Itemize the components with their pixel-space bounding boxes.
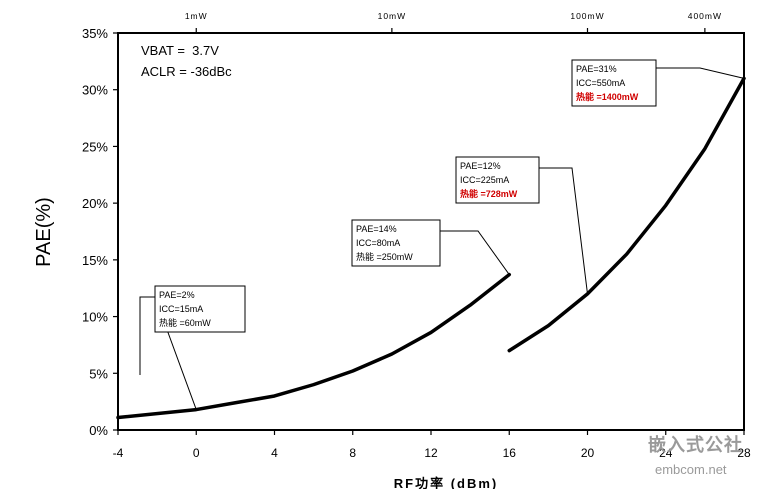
y-tick-label: 0% (89, 423, 108, 438)
series-group (116, 76, 746, 420)
annotation-line: 热能 =250mW (356, 251, 413, 262)
y-axis: 0% 5% 10% 15% 20% 25% 30% 35% (82, 26, 118, 438)
x-tick-label: 0 (193, 446, 200, 460)
y-tick-label: 10% (82, 310, 108, 325)
condition-vbat: VBAT = 3.7V (141, 43, 219, 58)
x-tick-label: 20 (581, 446, 595, 460)
annotation-box (154, 285, 246, 333)
annotation-line: ICC=80mA (356, 238, 400, 248)
annotation-line: PAE=31% (576, 64, 617, 74)
annotation-box (351, 219, 441, 267)
x-axis: -4 0 4 8 12 16 20 24 28 (113, 430, 751, 460)
watermark-cn: 嵌入式公社 (648, 434, 743, 456)
x-tick-label: 24 (659, 446, 673, 460)
annotation-leader (139, 296, 197, 410)
top-tick-label: 1mW (185, 11, 208, 21)
annotation-group: PAE=2% ICC=15mA 热能 =60mW PAE=14% ICC=80mA 热能 … (139, 59, 745, 410)
annotation-leader (656, 67, 745, 79)
series-line-1 (116, 272, 511, 420)
annotation-line: ICC=15mA (159, 304, 203, 314)
annotation-line: ICC=225mA (460, 175, 509, 185)
x-tick-label: 12 (424, 446, 438, 460)
condition-aclr: ACLR = -36dBc (141, 64, 232, 79)
annotation-box (571, 59, 657, 107)
top-tick-label: 10mW (378, 11, 407, 21)
x-tick-label: 28 (737, 446, 751, 460)
y-tick-label: 25% (82, 139, 108, 154)
annotation-line: 热能 =728mW (460, 188, 518, 199)
top-tick-label: 400mW (688, 11, 722, 21)
watermark-en: embcom.net (655, 462, 727, 477)
y-tick-label: 30% (82, 83, 108, 98)
annotation-box (455, 156, 540, 204)
annotation-line: 热能 =60mW (159, 317, 211, 328)
y-axis-label: PAE(%) (33, 197, 55, 267)
annotation-line: PAE=14% (356, 224, 397, 234)
x-tick-label: 4 (271, 446, 278, 460)
series-line-2 (507, 76, 746, 353)
top-tick-label: 100mW (570, 11, 604, 21)
y-tick-label: 5% (89, 366, 108, 381)
y-tick-label: 20% (82, 196, 108, 211)
x-tick-label: -4 (113, 446, 124, 460)
annotation-leader (539, 167, 588, 294)
annotation-leader (440, 230, 510, 275)
y-tick-label: 15% (82, 253, 108, 268)
annotation-line: ICC=550mA (576, 78, 625, 88)
top-axis: 1mW 10mW 100mW 400mW (185, 11, 722, 33)
y-tick-label: 35% (82, 26, 108, 41)
x-axis-label: RF功率 (dBm) (394, 476, 499, 489)
annotation-line: PAE=2% (159, 290, 195, 300)
x-tick-label: 16 (503, 446, 517, 460)
x-tick-label: 8 (349, 446, 356, 460)
annotation-line: 热能 =1400mW (576, 91, 639, 102)
annotation-line: PAE=12% (460, 161, 501, 171)
